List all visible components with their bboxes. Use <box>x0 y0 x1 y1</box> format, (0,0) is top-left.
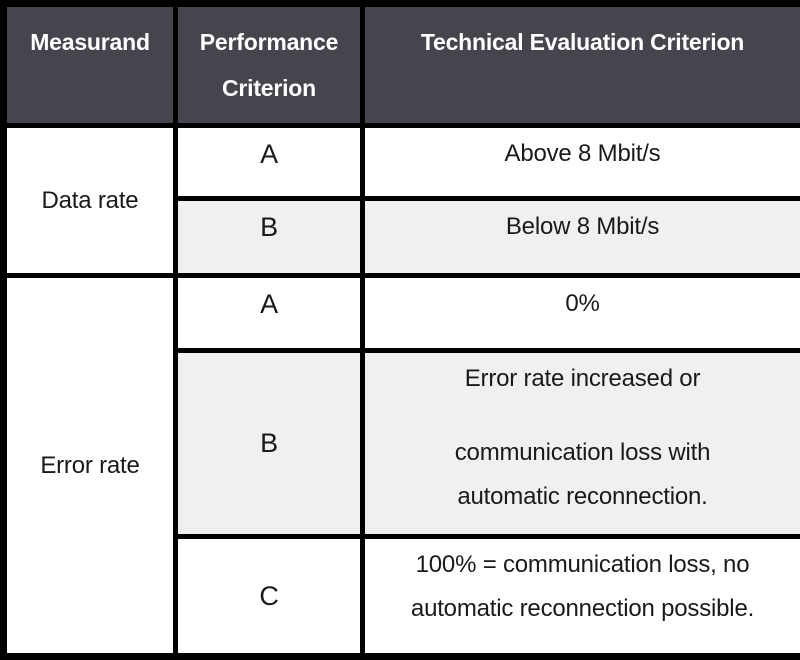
table-row: B Error rate increased or communication … <box>4 348 800 539</box>
measurand-cell-error-rate: Error rate <box>1 273 178 659</box>
evaluation-text: Error rate increased or <box>464 365 701 392</box>
table-row: Error rate A 0% <box>1 273 800 659</box>
evaluation-cell-data-rate-b: Below 8 Mbit/s <box>360 196 800 278</box>
criterion-cell-error-rate-a: A <box>173 273 365 353</box>
evaluation-text: 0% <box>565 290 600 317</box>
evaluation-cell-error-rate-c: 100% = communication loss, no automatic … <box>360 534 800 659</box>
evaluation-text: automatic reconnection possible. <box>410 595 755 622</box>
evaluation-text: automatic reconnection. <box>457 483 708 510</box>
evaluation-text: Above 8 Mbit/s <box>504 140 661 167</box>
col-header-measurand: Measurand <box>1 1 178 128</box>
table-row: Data rate A Above 8 Mbit/s <box>1 123 800 278</box>
criterion-cell-error-rate-b: B <box>173 348 365 539</box>
evaluation-text: communication loss with <box>454 439 711 466</box>
evaluation-cell-data-rate-a: Above 8 Mbit/s <box>360 123 800 201</box>
measurand-cell-data-rate: Data rate <box>1 123 178 278</box>
evaluation-text: Below 8 Mbit/s <box>505 213 660 240</box>
criterion-cell-data-rate-b: B <box>173 196 365 278</box>
col-header-technical-evaluation-criterion: Technical Evaluation Criterion <box>360 1 800 128</box>
table-row: C 100% = communication loss, no automati… <box>4 534 800 659</box>
header-row: Measurand Performance Criterion Technica… <box>1 1 800 128</box>
evaluation-text: 100% = communication loss, no <box>415 551 750 578</box>
col-header-performance-criterion: Performance Criterion <box>173 1 365 128</box>
evaluation-cell-error-rate-a: 0% <box>360 273 800 353</box>
criterion-cell-error-rate-c: C <box>173 534 365 659</box>
evaluation-cell-error-rate-b: Error rate increased or communication lo… <box>360 348 800 539</box>
criterion-cell-data-rate-a: A <box>173 123 365 201</box>
table-row: B Below 8 Mbit/s <box>4 196 800 278</box>
